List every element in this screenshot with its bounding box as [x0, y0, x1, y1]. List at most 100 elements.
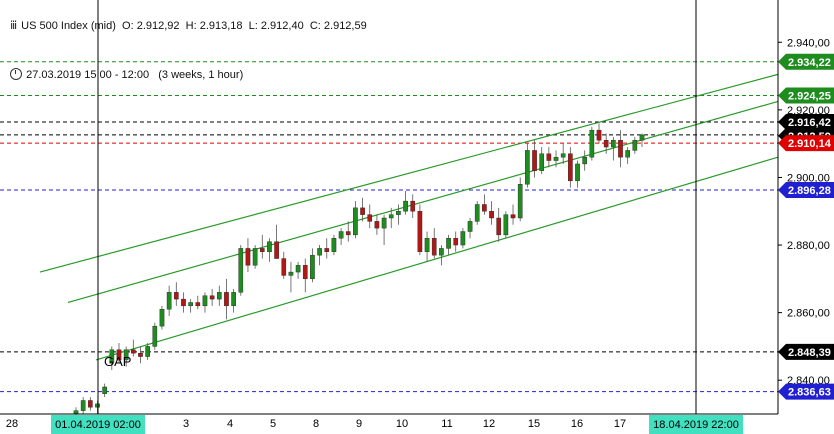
candle	[145, 343, 150, 360]
candle	[88, 397, 93, 411]
candle	[525, 143, 530, 188]
candle-body	[302, 265, 308, 280]
trend-channel-line	[95, 156, 779, 361]
candle-body	[625, 150, 630, 158]
date-marker-label: 18.04.2019 22:00	[653, 419, 739, 431]
candle-body	[611, 140, 616, 148]
candle-body	[295, 265, 301, 273]
price-tag-label: 2.896,28	[788, 185, 831, 197]
price-tag-box	[778, 182, 834, 199]
candle-body	[159, 309, 165, 327]
candle	[546, 147, 552, 168]
candle	[603, 133, 609, 154]
candle	[453, 231, 459, 252]
candle-body	[331, 238, 337, 252]
date-marker-tag: 01.04.2019 02:00	[51, 415, 145, 434]
clock-icon	[10, 68, 23, 80]
candle-body	[281, 258, 287, 276]
candle-body	[130, 349, 136, 354]
price-tag-box	[778, 53, 834, 70]
price-tag-label: 2.836,63	[788, 387, 831, 399]
candle	[517, 177, 523, 222]
candle-body	[245, 248, 251, 266]
candle-body	[109, 349, 115, 364]
candle-body	[138, 352, 143, 357]
price-tag-label: 2.848,39	[788, 347, 831, 359]
x-tick-label: 11	[441, 418, 452, 430]
open-value: O: 2.912,92	[122, 20, 180, 32]
candle-body	[324, 248, 330, 252]
candle	[460, 228, 466, 249]
candle	[224, 278, 229, 320]
candle	[130, 339, 136, 357]
candle	[109, 346, 115, 371]
candle-body	[152, 325, 158, 347]
price-tag: 2.896,28	[778, 182, 834, 199]
candle	[166, 285, 172, 316]
candle	[625, 147, 630, 164]
candle	[496, 207, 502, 242]
candle	[424, 231, 430, 262]
candle	[288, 261, 294, 293]
candle-body	[224, 292, 229, 307]
date-marker-box	[51, 415, 145, 434]
candle	[159, 305, 165, 330]
candle	[317, 245, 322, 266]
candle-body	[618, 140, 623, 158]
candle-body	[503, 214, 509, 236]
candle-body	[467, 221, 473, 232]
candle	[582, 150, 588, 171]
candle-body	[102, 386, 107, 394]
candle	[116, 343, 122, 364]
price-tag-label: 2.934,22	[788, 57, 831, 69]
x-tick-label: 3	[183, 418, 189, 430]
price-tag: 2.924,25	[778, 87, 834, 104]
candle	[267, 238, 272, 262]
candle-body	[80, 400, 86, 411]
candle-body	[539, 153, 545, 171]
candle	[474, 201, 480, 225]
price-tag: 2.910,14	[778, 135, 834, 152]
gap-annotation: GAP	[104, 354, 132, 369]
candle	[216, 285, 222, 306]
candle-body	[188, 302, 193, 307]
y-tick-label: 2.860,00	[787, 308, 830, 320]
candle	[446, 234, 451, 256]
candle	[259, 234, 265, 259]
candle	[302, 258, 308, 293]
candle-body	[374, 221, 380, 229]
candle-body	[288, 271, 294, 276]
candle-body	[202, 295, 208, 307]
candle	[152, 322, 158, 350]
candle	[618, 130, 623, 168]
x-tick-label: 10	[396, 418, 408, 430]
high-value: H: 2.913,18	[185, 20, 243, 32]
range-period: (3 weeks, 1 hour)	[158, 69, 244, 81]
y-tick-label: 2.940,00	[787, 37, 830, 49]
candle	[589, 126, 595, 161]
candle	[80, 397, 86, 414]
candle-body	[231, 292, 236, 307]
candle-body	[431, 238, 437, 256]
candle-body	[209, 295, 215, 300]
candle-body	[546, 153, 552, 161]
candle	[195, 295, 201, 310]
close-value: C: 2.912,59	[309, 20, 367, 32]
trend-channel-line	[39, 73, 779, 273]
price-tag-label: 2.916,42	[788, 117, 831, 129]
candle	[324, 238, 330, 259]
candle-body	[460, 231, 466, 246]
x-tick-label: 16	[571, 418, 583, 430]
date-range: 27.03.2019 15:00 - 12:00 (3 weeks, 1 hou…	[4, 56, 243, 81]
candle-body	[603, 140, 609, 148]
candle-body	[525, 150, 530, 185]
candle	[274, 224, 279, 259]
x-tick-label: 12	[483, 418, 495, 430]
price-tag-box	[778, 113, 834, 130]
candle	[295, 261, 301, 279]
chart-header: ⅲ US 500 Index (mid) O: 2.912,92 H: 2.913…	[4, 7, 367, 32]
candle	[410, 194, 416, 218]
candle	[245, 238, 251, 273]
candle	[138, 346, 143, 364]
